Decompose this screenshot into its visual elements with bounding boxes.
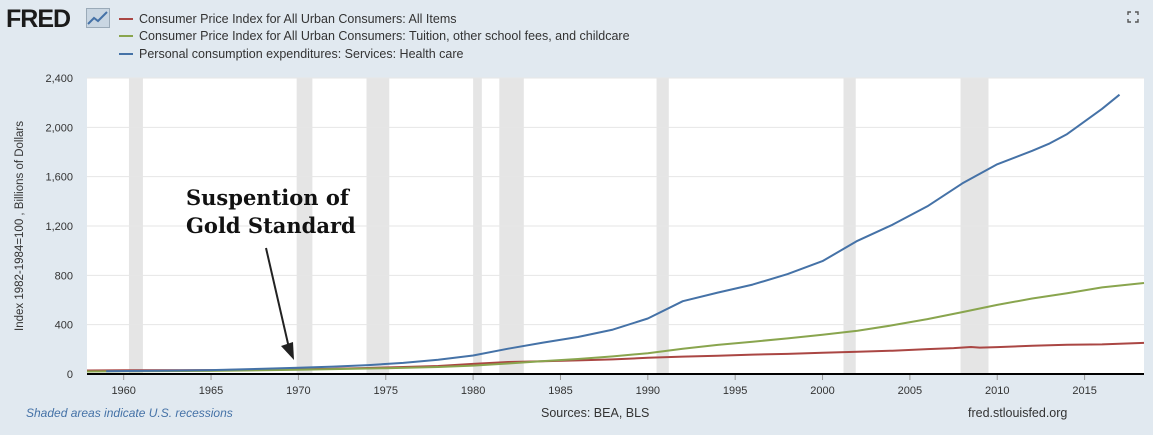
y-tick-label: 1,200 (45, 221, 73, 233)
y-tick-label: 800 (55, 270, 73, 282)
x-tick-label: 1975 (374, 385, 398, 397)
chart-trend-icon (86, 8, 110, 28)
x-tick-label: 1970 (286, 385, 310, 397)
y-tick-label: 1,600 (45, 172, 73, 184)
y-tick-label: 2,000 (45, 122, 73, 134)
legend-swatch (119, 52, 133, 55)
legend-swatch (119, 35, 133, 38)
x-tick-label: 2010 (985, 385, 1009, 397)
annotation-line-1: Suspention of (186, 185, 349, 210)
chart-header: FRED Consumer Price Index for All Urban … (0, 0, 1153, 66)
x-tick-label: 2005 (898, 385, 922, 397)
annotation-arrow-head (281, 342, 294, 360)
legend-label: Consumer Price Index for All Urban Consu… (139, 29, 630, 44)
legend-label: Personal consumption expenditures: Servi… (139, 46, 464, 61)
legend-item[interactable]: Personal consumption expenditures: Servi… (119, 45, 630, 63)
x-tick-label: 1960 (111, 385, 135, 397)
x-tick-label: 1985 (548, 385, 572, 397)
legend-label: Consumer Price Index for All Urban Consu… (139, 11, 457, 26)
y-tick-label: 0 (67, 369, 73, 381)
y-tick-label: 2,400 (45, 73, 73, 85)
x-tick-label: 2000 (810, 385, 834, 397)
recession-note[interactable]: Shaded areas indicate U.S. recessions (26, 406, 233, 420)
legend-swatch (119, 17, 133, 20)
site-link[interactable]: fred.stlouisfed.org (968, 406, 1068, 420)
x-tick-label: 2015 (1072, 385, 1096, 397)
legend-item[interactable]: Consumer Price Index for All Urban Consu… (119, 10, 630, 28)
chart-annotation: Suspention of Gold Standard (186, 184, 356, 240)
annotation-arrow-shaft (265, 247, 290, 349)
y-tick-label: 400 (55, 320, 73, 332)
expand-icon[interactable] (1127, 11, 1139, 23)
series-line[interactable] (86, 282, 1145, 373)
fred-logo[interactable]: FRED (6, 5, 71, 33)
sources-text: Sources: BEA, BLS (541, 406, 650, 420)
y-axis-label: Index 1982-1984=100 , Billions of Dollar… (14, 121, 26, 331)
x-tick-label: 1980 (461, 385, 485, 397)
chart-legend: Consumer Price Index for All Urban Consu… (119, 10, 630, 63)
x-tick-label: 1990 (636, 385, 660, 397)
series-line[interactable] (106, 93, 1121, 373)
annotation-line-2: Gold Standard (186, 213, 356, 238)
x-tick-label: 1995 (723, 385, 747, 397)
x-tick-label: 1965 (199, 385, 223, 397)
legend-item[interactable]: Consumer Price Index for All Urban Consu… (119, 28, 630, 46)
